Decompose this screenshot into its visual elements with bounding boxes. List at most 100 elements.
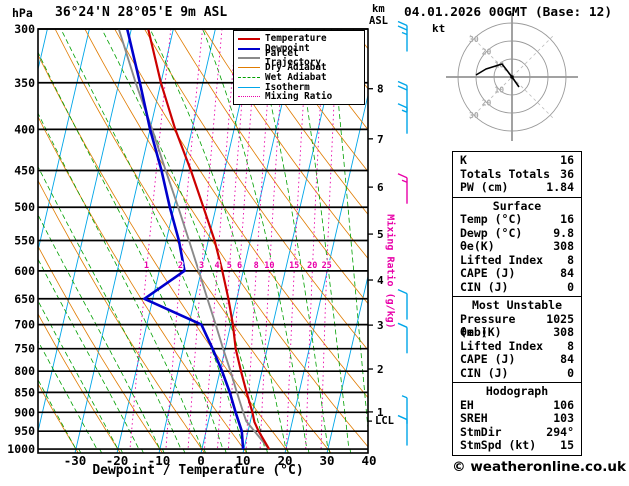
index-label: StmSpd (kt) (460, 438, 537, 452)
temp-tick-label: 30 (319, 453, 334, 468)
hodograph-diagonal (469, 34, 555, 120)
legend-item: Wet Adiabat (238, 73, 360, 83)
index-label: Lifted Index (460, 338, 544, 353)
wet-adiabat-line (38, 112, 206, 453)
pressure-tick-label: 300 (14, 22, 35, 36)
indices-row: Pressure (mb) 1025 (453, 311, 581, 339)
indices-section-summary: K 16 Totals Totals 36 PW (cm) 1.84 (452, 151, 582, 198)
pressure-tick-label: 450 (14, 163, 35, 177)
mixing-ratio-value-label: 6 (237, 261, 242, 271)
indices-section-surface: Surface Temp (°C) 16 Dewp (°C) 9.8 θe(K) 308 Li… (452, 196, 582, 297)
dry-adiabat-line (263, 29, 368, 173)
wind-barb (397, 288, 408, 320)
hodograph-diagonal (469, 34, 555, 120)
indices-row: Lifted Index 8 (453, 252, 581, 268)
mixing-ratio-value-label: 2 (178, 261, 183, 271)
dewpoint-curve (125, 29, 245, 450)
dry-adiabat-line (144, 29, 368, 351)
km-tick-label: 1 (377, 406, 384, 419)
index-value: 36 (560, 166, 574, 181)
legend-item: Dewpoint (238, 44, 360, 54)
sounding-curves (117, 29, 271, 450)
indices-section-title: Hodograph (485, 384, 549, 398)
index-label: K (460, 153, 467, 167)
wind-barb (397, 103, 408, 134)
indices-section-hodograph: Hodograph EH 106 SREH 103 StmDir 294° StmSpd (k… (452, 382, 582, 456)
legend-item: Mixing Ratio (238, 92, 360, 102)
index-value: 84 (560, 352, 574, 366)
pressure-tick-label: 750 (14, 342, 35, 356)
pressure-tick-label: 650 (14, 292, 35, 306)
wet-adiabat-line (38, 214, 165, 453)
indices-row: K 16 (453, 153, 581, 168)
dry-adiabat-line (114, 29, 368, 399)
pressure-tick-label: 1000 (7, 442, 35, 456)
index-value: 84 (560, 266, 574, 280)
index-label: Dewp (°C) (460, 225, 523, 240)
indices-row: EH 106 (453, 398, 581, 413)
index-value: 103 (553, 411, 574, 425)
dry-adiabat-line (38, 245, 163, 453)
km-tick-label: 8 (377, 83, 384, 96)
mixing-ratio-value-label: 5 (227, 261, 232, 271)
index-value: 1025 (546, 311, 574, 326)
legend-line-sample (238, 67, 260, 69)
legend-item: Parcel Trajectory (238, 49, 360, 67)
index-value: 308 (553, 325, 574, 339)
indices-row: StmDir 294° (453, 424, 581, 440)
plot-border (37, 28, 369, 454)
indices-section-title: Surface (492, 198, 542, 213)
index-label: StmDir (460, 424, 502, 439)
temp-tick-label: -20 (106, 453, 129, 468)
km-tick-label: 2 (377, 363, 384, 376)
pressure-tick-label: 600 (14, 264, 35, 278)
pressure-axis-unit: hPa (12, 6, 33, 20)
temp-tick-label: -30 (64, 453, 87, 468)
legend-line-sample (238, 47, 260, 50)
wind-barb (397, 20, 408, 52)
index-label: Temp (°C) (460, 212, 523, 226)
temperature-curve (147, 29, 271, 450)
legend: Temperature Dewpoint Parcel Trajectory Dry … (233, 30, 365, 105)
legend-item-label: Parcel Trajectory (265, 47, 321, 69)
index-value: 0 (567, 279, 574, 294)
indices-row: CIN (J) 0 (453, 365, 581, 381)
pressure-tick-label: 500 (14, 200, 35, 214)
pressure-tick-label: 700 (14, 318, 35, 332)
indices-row: Lifted Index 8 (453, 338, 581, 354)
index-value: 0 (567, 365, 574, 380)
legend-item: Isotherm (238, 82, 360, 92)
parcel-curve (117, 29, 270, 450)
mixing-ratio-axis-label: Mixing Ratio (g/kg) (384, 214, 396, 329)
pressure-tick-label: 800 (14, 364, 35, 378)
hodograph-ring (475, 40, 549, 114)
index-label: θe (K) (460, 325, 502, 339)
hodograph-ring (493, 58, 531, 96)
dry-adiabat-line (38, 54, 289, 453)
hodograph-origin-dot (510, 75, 514, 79)
indices-row: CAPE (J) 84 (453, 352, 581, 367)
indices-row: CAPE (J) 84 (453, 266, 581, 281)
index-value: 15 (560, 438, 574, 452)
legend-line-sample (238, 57, 260, 60)
legend-item-label: Dry Adiabat (265, 62, 327, 74)
index-label: Totals Totals (460, 166, 551, 181)
mixing-ratio-line (204, 29, 237, 450)
indices-row: StmSpd (kt) 15 (453, 438, 581, 453)
pressure-tick-label: 900 (14, 405, 35, 419)
index-value: 8 (567, 252, 574, 267)
legend-item: Temperature (238, 34, 360, 44)
index-value: 16 (560, 212, 574, 226)
hodograph-trace (475, 63, 520, 88)
wet-adiabat-line (38, 258, 144, 453)
index-value: 9.8 (553, 225, 574, 240)
dry-adiabat-line (38, 179, 205, 453)
indices-row: Temp (°C) 16 (453, 212, 581, 227)
legend-item-label: Mixing Ratio (265, 91, 333, 103)
index-label: θe(K) (460, 239, 495, 253)
hodograph-ring-label: 30 (469, 111, 479, 120)
temp-tick-label: 40 (361, 453, 376, 468)
hodograph-unit-label: kt (432, 22, 446, 35)
indices-row: PW (cm) 1.84 (453, 180, 581, 195)
